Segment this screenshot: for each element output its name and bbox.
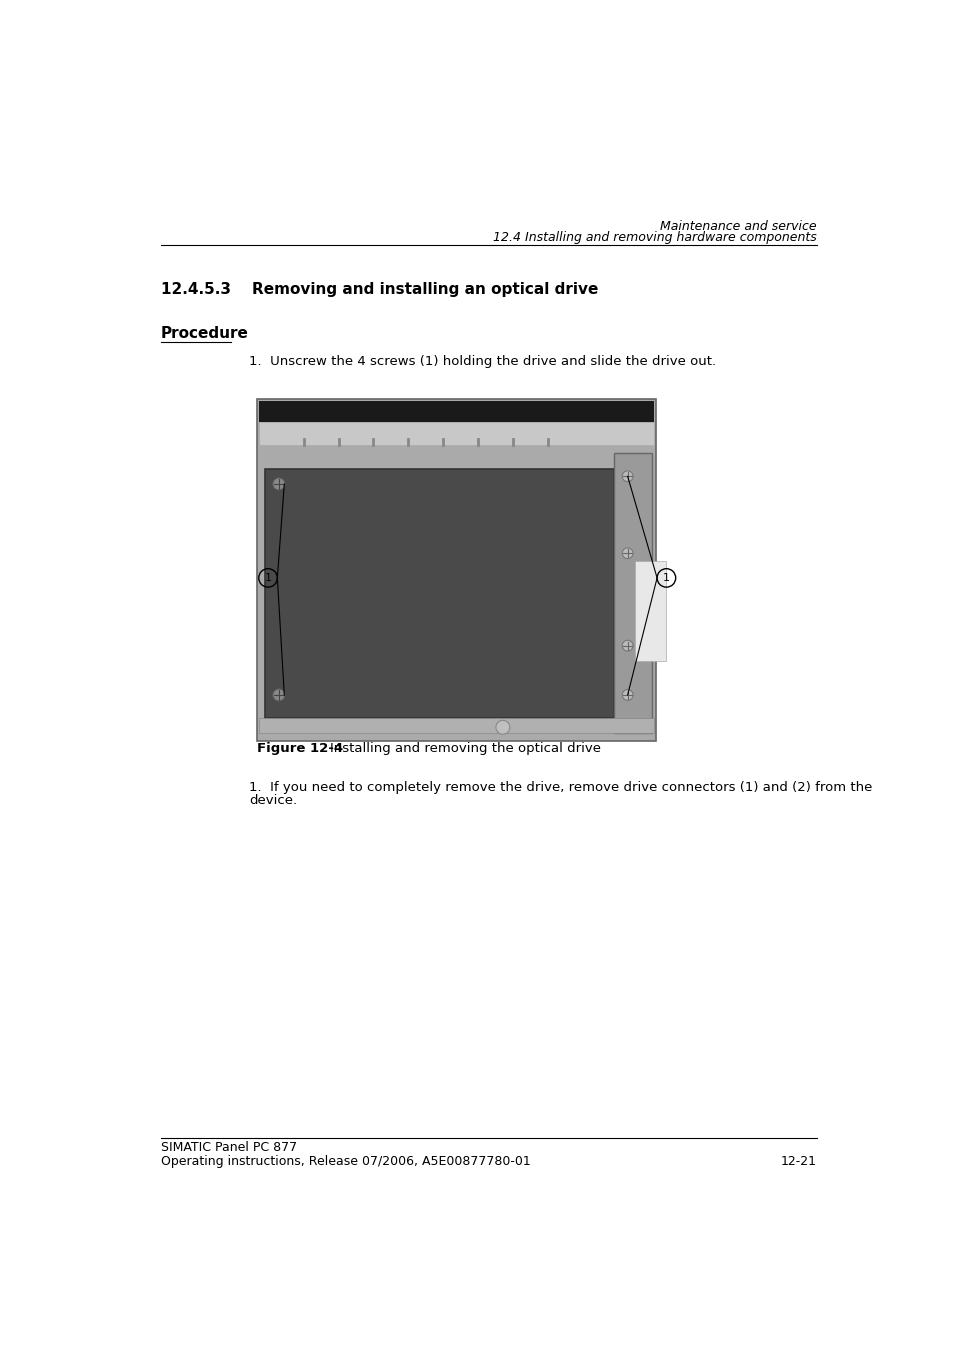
Bar bbox=[258, 423, 654, 446]
Text: 12.4 Installing and removing hardware components: 12.4 Installing and removing hardware co… bbox=[493, 231, 816, 243]
Text: device.: device. bbox=[249, 794, 297, 808]
Text: 1: 1 bbox=[662, 573, 669, 582]
Bar bbox=[258, 719, 654, 734]
Text: Operating instructions, Release 07/2006, A5E00877780-01: Operating instructions, Release 07/2006,… bbox=[161, 1155, 530, 1167]
Text: Installing and removing the optical drive: Installing and removing the optical driv… bbox=[313, 742, 600, 755]
Circle shape bbox=[496, 720, 509, 734]
Text: Figure 12-4: Figure 12-4 bbox=[257, 742, 343, 755]
Circle shape bbox=[621, 689, 633, 700]
Bar bbox=[265, 469, 613, 719]
Bar bbox=[635, 561, 666, 661]
Circle shape bbox=[621, 640, 633, 651]
Circle shape bbox=[273, 689, 285, 701]
Bar bbox=[257, 400, 655, 742]
Circle shape bbox=[273, 478, 285, 490]
Bar bbox=[613, 453, 651, 734]
Circle shape bbox=[621, 471, 633, 482]
Text: Maintenance and service: Maintenance and service bbox=[659, 220, 816, 232]
Text: Procedure: Procedure bbox=[161, 326, 249, 340]
Text: 1.  Unscrew the 4 screws (1) holding the drive and slide the drive out.: 1. Unscrew the 4 screws (1) holding the … bbox=[249, 355, 716, 369]
Text: 1.  If you need to completely remove the drive, remove drive connectors (1) and : 1. If you need to completely remove the … bbox=[249, 781, 872, 793]
Circle shape bbox=[621, 549, 633, 559]
Text: 12.4.5.3    Removing and installing an optical drive: 12.4.5.3 Removing and installing an opti… bbox=[161, 282, 598, 297]
Text: SIMATIC Panel PC 877: SIMATIC Panel PC 877 bbox=[161, 1140, 297, 1154]
Text: 1: 1 bbox=[264, 573, 272, 582]
Text: 12-21: 12-21 bbox=[780, 1155, 816, 1167]
Bar bbox=[258, 401, 654, 423]
